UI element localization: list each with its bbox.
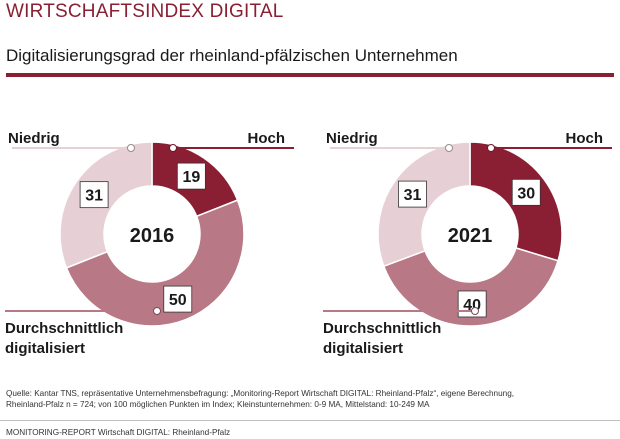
category-label-hoch-2021: Hoch bbox=[566, 130, 604, 147]
brand-title: WIRTSCHAFTSINDEX DIGITAL bbox=[6, 1, 284, 22]
source-line-2: Rheinland-Pfalz n = 724; von 100 möglich… bbox=[6, 400, 430, 409]
category-label-durchschnittlich-1-2021: Durchschnittlich bbox=[323, 320, 441, 337]
slice-durchschnittlich-2021 bbox=[382, 247, 559, 327]
footer-text: MONITORING-REPORT Wirtschaft DIGITAL: Rh… bbox=[6, 428, 231, 437]
marker-durchschnittlich-2016 bbox=[153, 307, 161, 315]
marker-niedrig-2021 bbox=[445, 144, 453, 152]
marker-hoch-2021 bbox=[487, 144, 495, 152]
marker-durchschnittlich-2021 bbox=[471, 307, 479, 315]
value-label-durchschnittlich-2016: 50 bbox=[169, 292, 187, 309]
value-label-hoch-2021: 30 bbox=[517, 185, 535, 202]
value-box-durchschnittlich-2021 bbox=[457, 290, 487, 318]
footer-rule bbox=[0, 420, 620, 421]
source-note: Quelle: Kantar TNS, repräsentative Unter… bbox=[6, 388, 612, 410]
value-box-hoch-2021 bbox=[511, 178, 541, 206]
marker-niedrig-2016 bbox=[127, 144, 135, 152]
category-label-durchschnittlich-1-2016: Durchschnittlich bbox=[5, 320, 123, 337]
value-box-hoch-2016 bbox=[176, 162, 206, 190]
category-label-durchschnittlich-2-2016: digitalisiert bbox=[5, 340, 85, 357]
value-box-niedrig-2016 bbox=[79, 181, 109, 209]
slice-durchschnittlich-2016 bbox=[65, 199, 245, 327]
chart-subtitle: Digitalisierungsgrad der rheinland-pfälz… bbox=[6, 46, 458, 65]
category-label-niedrig-2021: Niedrig bbox=[326, 130, 378, 147]
value-box-niedrig-2021 bbox=[398, 180, 427, 208]
header-rule bbox=[6, 73, 614, 77]
category-label-hoch-2016: Hoch bbox=[248, 130, 286, 147]
category-label-durchschnittlich-2-2021: digitalisiert bbox=[323, 340, 403, 357]
category-label-niedrig-2016: Niedrig bbox=[8, 130, 60, 147]
center-year-2021: 2021 bbox=[448, 225, 493, 247]
center-year-2016: 2016 bbox=[130, 225, 175, 247]
marker-hoch-2016 bbox=[169, 144, 177, 152]
value-label-hoch-2016: 19 bbox=[182, 169, 200, 186]
source-line-1: Quelle: Kantar TNS, repräsentative Unter… bbox=[6, 389, 515, 398]
value-box-durchschnittlich-2016 bbox=[163, 285, 193, 313]
value-label-niedrig-2021: 31 bbox=[404, 187, 422, 204]
value-label-niedrig-2016: 31 bbox=[85, 188, 103, 205]
